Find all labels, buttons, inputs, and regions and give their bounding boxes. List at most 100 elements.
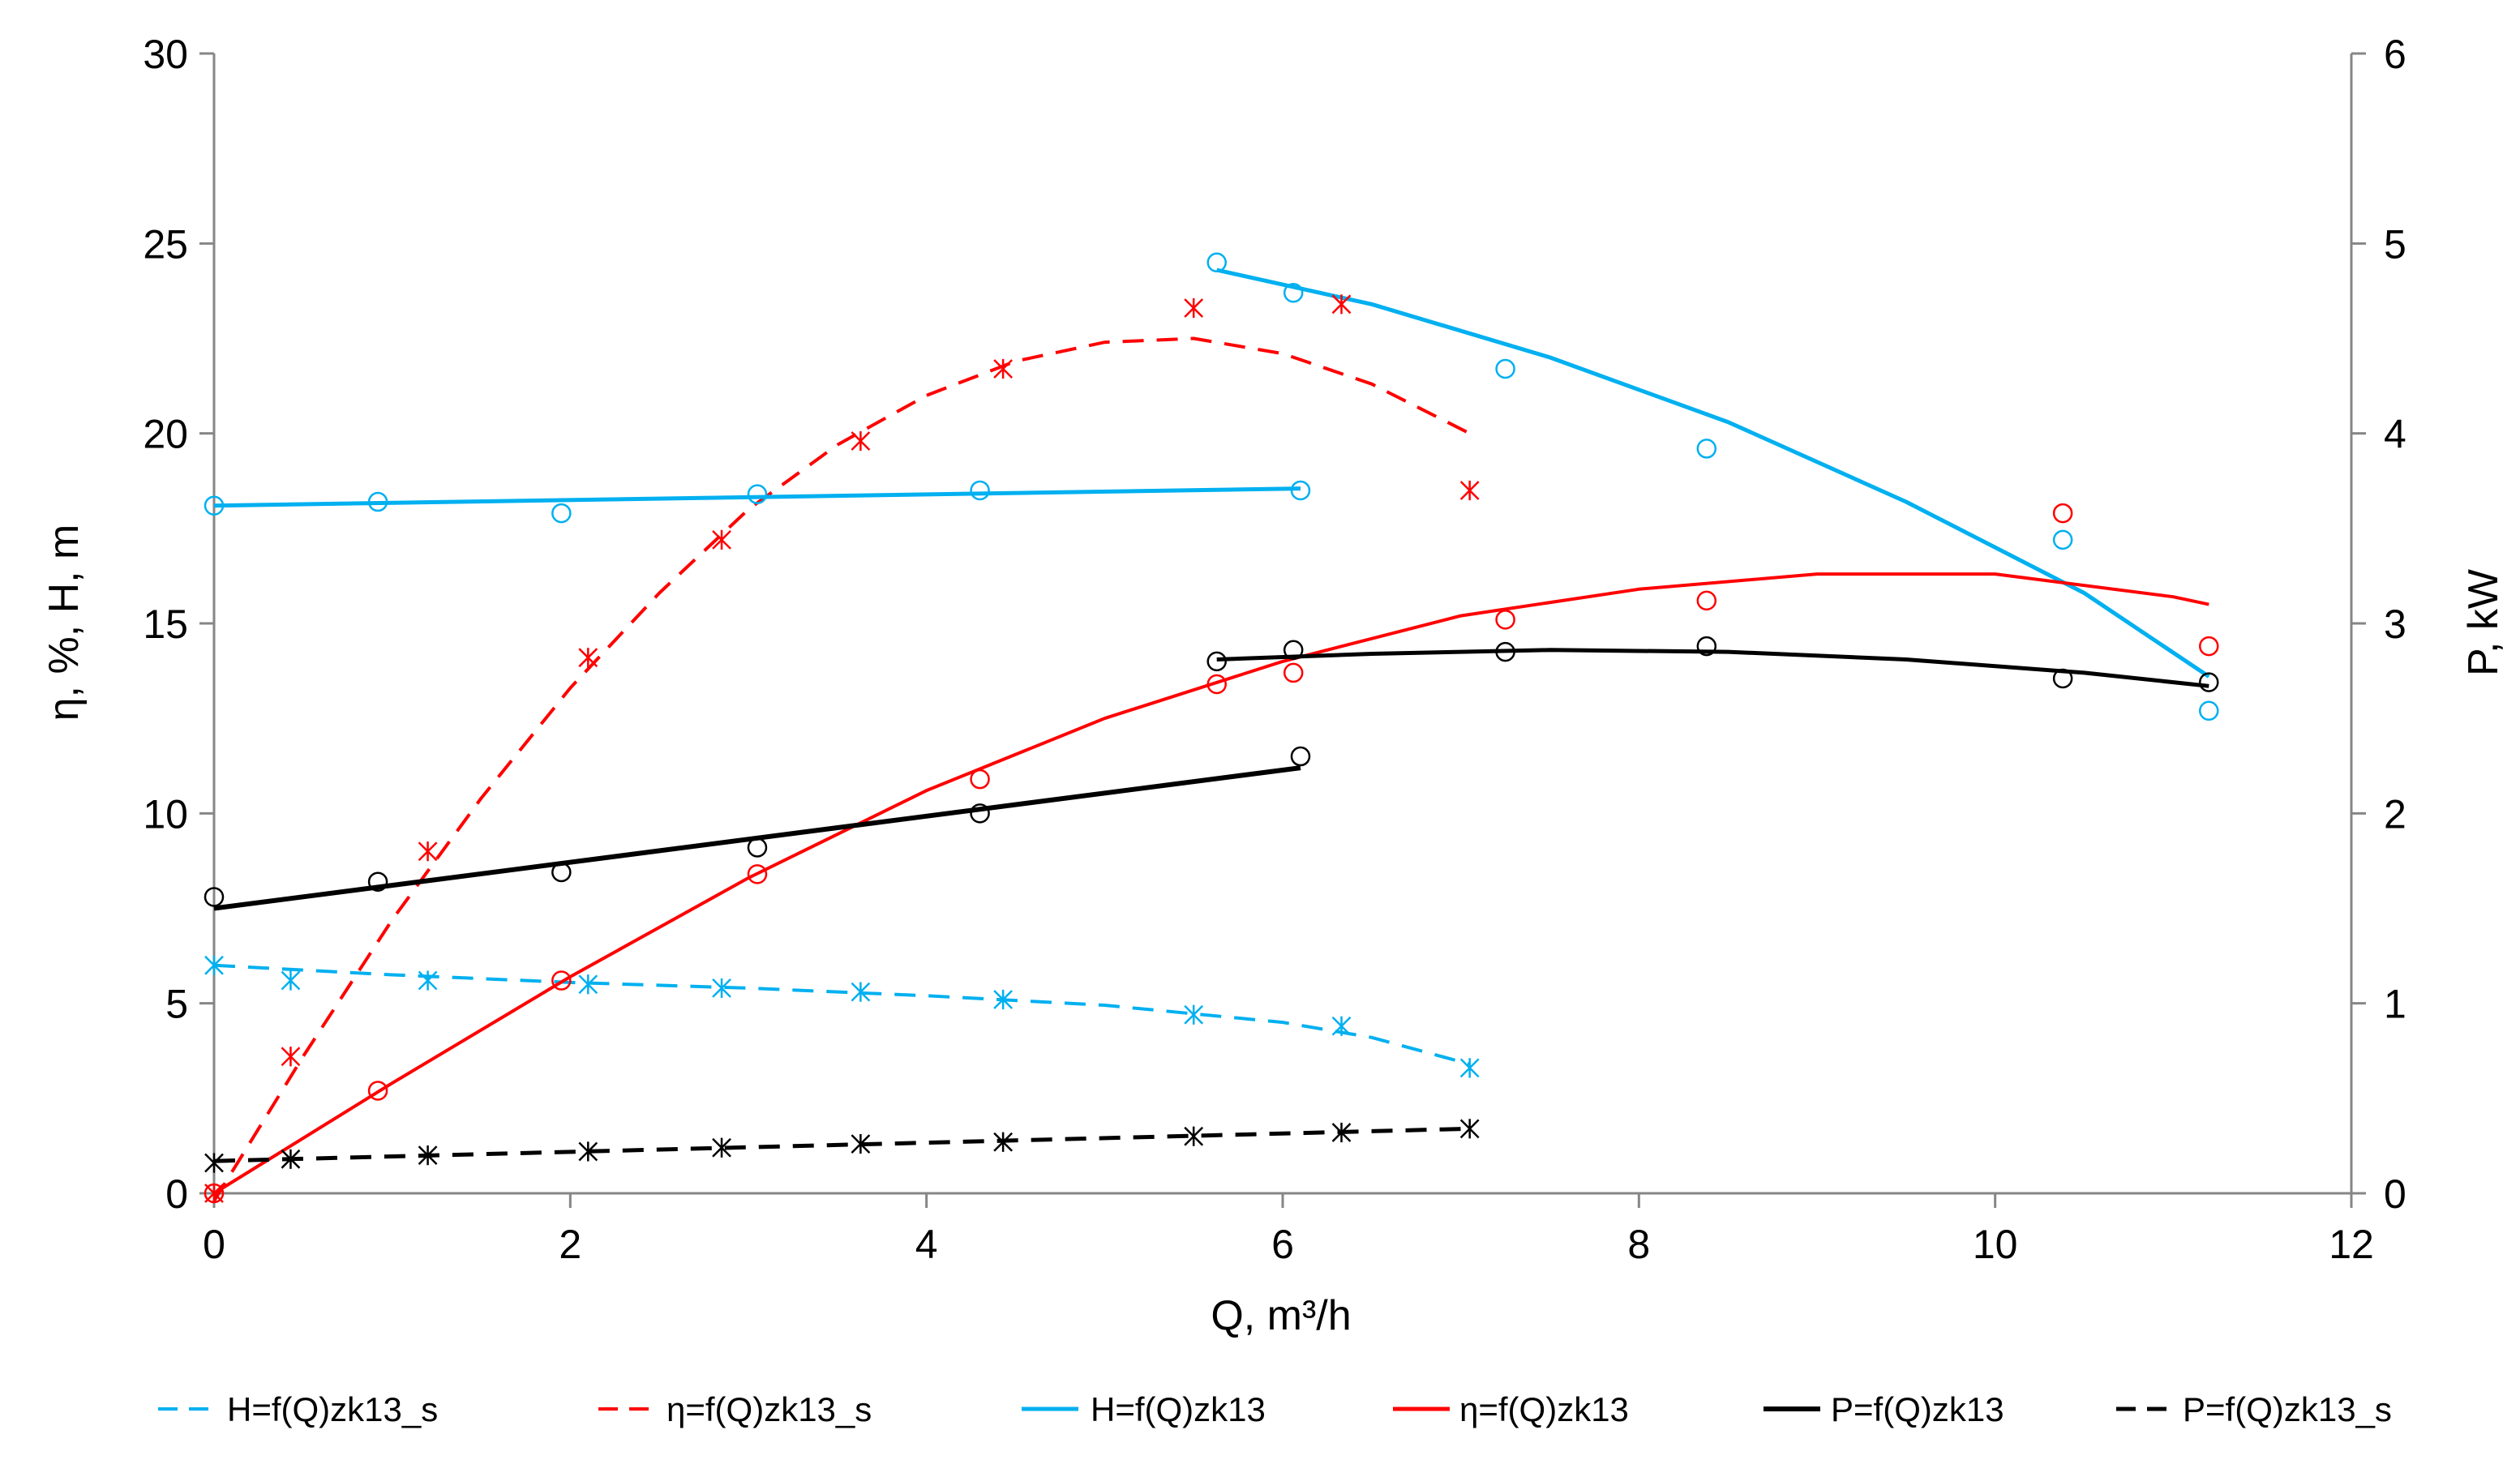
right-y-tick-label: 0 — [2384, 1171, 2406, 1217]
fit-line-h-f-q-zk13 — [1216, 268, 2210, 679]
data-point-eta-f-q-zk13 — [2052, 503, 2073, 524]
data-point-h-f-q-zk13-s — [1184, 1004, 1204, 1025]
legend-item-h-zk13: H=f(Q)zk13 — [1022, 1390, 1266, 1428]
fit-lines — [212, 268, 2210, 1202]
data-point-eta-f-q-zk13-s — [1459, 480, 1480, 501]
data-point-p-f-q-zk13 — [747, 837, 768, 858]
x-tick-label: 2 — [559, 1222, 581, 1267]
data-point-h-f-q-zk13 — [1495, 358, 1515, 379]
data-point-p-f-q-zk13 — [1290, 746, 1311, 767]
data-point-eta-f-q-zk13 — [970, 769, 990, 790]
left-y-tick-label: 25 — [143, 221, 188, 267]
data-point-h-f-q-zk13-s — [712, 978, 731, 999]
data-point-p-f-q-zk13 — [367, 871, 388, 892]
data-point-p-f-q-zk13-s — [1459, 1119, 1480, 1139]
data-point-h-f-q-zk13 — [1290, 480, 1311, 501]
right-y-tick-label: 3 — [2384, 602, 2406, 647]
data-point-eta-f-q-zk13 — [2199, 636, 2219, 657]
legend-label-eta-zk13: η=f(Q)zk13 — [1459, 1390, 1629, 1428]
x-tick-label: 4 — [915, 1222, 938, 1267]
left-y-tick-label: 10 — [143, 791, 188, 837]
data-point-p-f-q-zk13 — [1495, 641, 1515, 662]
legend-label-h-zk13-s: H=f(Q)zk13_s — [227, 1390, 438, 1428]
data-point-p-f-q-zk13-s — [578, 1141, 598, 1162]
x-tick-label: 12 — [2329, 1222, 2374, 1267]
x-tick-label: 8 — [1627, 1222, 1650, 1267]
legend-label-h-zk13: H=f(Q)zk13 — [1091, 1390, 1266, 1428]
data-point-eta-f-q-zk13 — [551, 970, 572, 991]
right-y-tick-label: 2 — [2384, 791, 2406, 837]
data-point-h-f-q-zk13-s — [851, 982, 871, 1002]
data-point-h-f-q-zk13 — [367, 491, 388, 512]
left-y-tick-label: 5 — [165, 982, 188, 1027]
data-point-h-f-q-zk13 — [1696, 439, 1717, 459]
data-point-eta-f-q-zk13-s — [418, 841, 438, 862]
markers — [204, 252, 2219, 1204]
data-point-h-f-q-zk13 — [1283, 283, 1304, 303]
fit-line-p-f-q-zk13 — [1216, 648, 2209, 688]
data-point-eta-f-q-zk13-s — [712, 529, 731, 550]
data-point-eta-f-q-zk13-s — [281, 1047, 301, 1067]
data-point-p-f-q-zk13-s — [281, 1149, 301, 1169]
data-point-p-f-q-zk13-s — [1184, 1126, 1204, 1146]
fit-line-p-f-q-zk13-s — [213, 1126, 1470, 1163]
left-y-tick-label: 20 — [143, 412, 188, 457]
data-point-p-f-q-zk13 — [2052, 668, 2073, 689]
legend-item-eta-zk13: η=f(Q)zk13 — [1393, 1390, 1629, 1428]
data-point-eta-f-q-zk13 — [367, 1081, 388, 1101]
left-y-tick-label: 0 — [165, 1171, 188, 1217]
data-point-eta-f-q-zk13 — [204, 1183, 225, 1204]
data-point-eta-f-q-zk13-s — [1184, 298, 1204, 319]
data-point-h-f-q-zk13-s — [993, 989, 1014, 1010]
right-y-tick-label: 6 — [2384, 32, 2406, 77]
data-point-h-f-q-zk13 — [551, 503, 572, 524]
data-point-p-f-q-zk13-s — [418, 1145, 438, 1166]
data-point-h-f-q-zk13 — [204, 495, 225, 516]
data-point-p-f-q-zk13-s — [1331, 1122, 1352, 1143]
legend-item-p-zk13: P=f(Q)zk13 — [1764, 1390, 2004, 1428]
data-point-p-f-q-zk13-s — [712, 1137, 731, 1158]
data-point-p-f-q-zk13 — [1206, 651, 1227, 672]
right-y-axis-title: P, kW — [2460, 569, 2507, 676]
data-point-h-f-q-zk13-s — [418, 970, 438, 991]
ticks — [199, 52, 2366, 1208]
data-point-p-f-q-zk13-s — [851, 1133, 871, 1154]
data-point-h-f-q-zk13 — [2052, 529, 2073, 550]
legend-item-p-zk13-s: P=f(Q)zk13_s — [2116, 1390, 2392, 1428]
data-point-h-f-q-zk13-s — [1331, 1016, 1352, 1036]
data-point-eta-f-q-zk13-s — [578, 648, 598, 668]
left-y-axis-title: η, %, H, m — [41, 524, 88, 721]
data-point-h-f-q-zk13 — [747, 484, 768, 504]
data-point-h-f-q-zk13-s — [578, 974, 598, 995]
data-point-h-f-q-zk13-s — [281, 970, 301, 991]
x-tick-label: 10 — [1973, 1222, 2018, 1267]
data-point-h-f-q-zk13-s — [1459, 1058, 1480, 1078]
legend-label-eta-zk13-s: η=f(Q)zk13_s — [666, 1390, 872, 1428]
fit-line-h-f-q-zk13 — [213, 486, 1301, 508]
legend: H=f(Q)zk13_s η=f(Q)zk13_s H=f(Q)zk13 η=f… — [158, 1390, 2392, 1428]
data-point-eta-f-q-zk13 — [1283, 662, 1304, 683]
data-point-p-f-q-zk13-s — [993, 1132, 1014, 1152]
data-point-eta-f-q-zk13 — [1206, 674, 1227, 695]
data-point-eta-f-q-zk13 — [1495, 610, 1515, 630]
x-tick-label: 6 — [1271, 1222, 1294, 1267]
left-y-tick-label: 30 — [143, 32, 188, 77]
data-point-h-f-q-zk13-s — [204, 955, 224, 975]
data-point-p-f-q-zk13 — [551, 862, 572, 883]
right-y-tick-label: 4 — [2384, 412, 2406, 457]
right-y-tick-label: 5 — [2384, 221, 2406, 267]
data-point-h-f-q-zk13 — [1206, 252, 1227, 273]
data-point-p-f-q-zk13 — [1283, 640, 1304, 661]
x-tick-label: 0 — [203, 1222, 225, 1267]
right-y-tick-label: 1 — [2384, 982, 2406, 1027]
data-point-p-f-q-zk13 — [970, 803, 990, 824]
data-point-p-f-q-zk13 — [1696, 636, 1717, 657]
x-axis-title: Q, m³/h — [1211, 1292, 1351, 1339]
data-point-p-f-q-zk13 — [2199, 672, 2219, 692]
data-point-h-f-q-zk13 — [970, 480, 990, 501]
data-point-p-f-q-zk13 — [204, 887, 225, 907]
legend-item-eta-zk13-s: η=f(Q)zk13_s — [598, 1390, 872, 1428]
